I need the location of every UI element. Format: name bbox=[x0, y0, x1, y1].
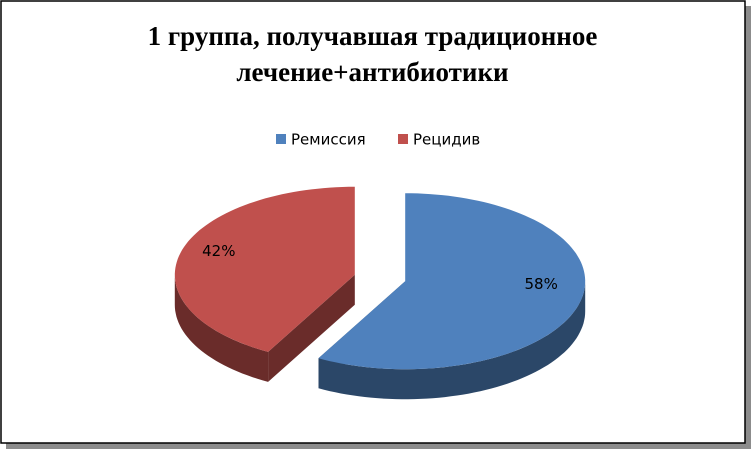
legend-label: Рецидив bbox=[413, 131, 480, 149]
data-label: 58% bbox=[525, 275, 558, 293]
legend-label: Ремиссия bbox=[291, 131, 366, 149]
slice bbox=[174, 186, 355, 352]
slice-side bbox=[268, 274, 355, 382]
legend-swatch bbox=[276, 134, 286, 144]
data-label: 42% bbox=[202, 242, 235, 260]
slice-side bbox=[318, 281, 586, 400]
legend-swatch bbox=[398, 134, 408, 144]
slice-side bbox=[174, 274, 269, 382]
slice bbox=[318, 193, 586, 370]
chart-title: 1 группа, получавшая традиционное лечени… bbox=[147, 21, 598, 87]
